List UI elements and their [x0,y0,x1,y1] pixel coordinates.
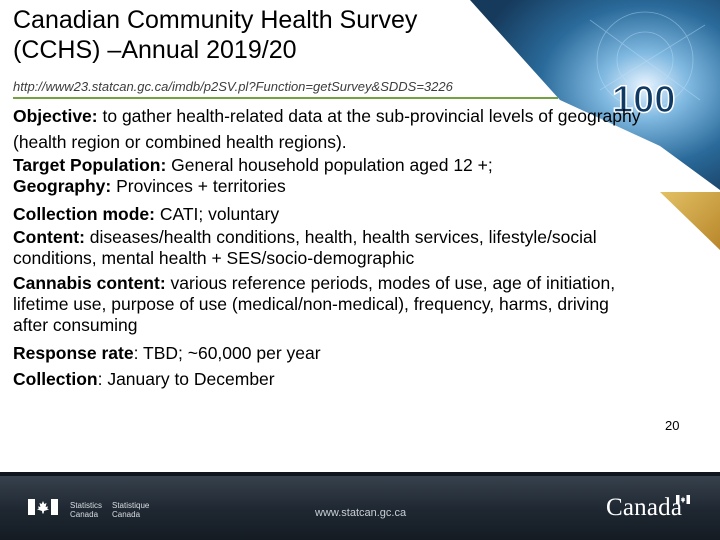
geography-text: Provinces + territories [111,176,286,196]
cannabis-line: Cannabis content: various reference peri… [13,273,643,336]
target-population-label: Target Population: [13,155,167,175]
canada-flag-icon [28,499,58,515]
wordmark-flag-icon [676,495,690,504]
slide-title: Canadian Community Health Survey (CCHS) … [13,5,483,65]
content-label: Content: [13,227,85,247]
badge-100: 100 [612,79,675,121]
collection-line: Collection: January to December [13,366,643,392]
website-link[interactable]: www.statcan.gc.ca [315,507,407,519]
statistics-canada-en: Statistics Canada [70,501,102,519]
geography-label: Geography: [13,176,112,196]
cannabis-label: Cannabis content: [13,273,166,293]
slide-body: Objective: to gather health-related data… [13,103,643,392]
objective-line: Objective: to gather health-related data… [13,103,643,155]
collection-mode-line: Collection mode: CATI; voluntary [13,201,643,227]
objective-text: to gather health-related data at the sub… [13,106,641,152]
gold-accent-shape [660,192,720,250]
collection-mode-label: Collection mode: [13,204,155,224]
collection-mode-text: CATI; voluntary [154,204,280,224]
target-population-line: Target Population: General household pop… [13,155,643,197]
statistique-word: Statistique [112,501,150,510]
footer-top-strip [0,472,720,476]
response-rate-text: : TBD; ~60,000 per year [133,343,321,363]
content-text: diseases/health conditions, health, heal… [13,227,597,268]
blue-globe-shape [470,0,720,190]
cannabis-text: various reference periods, modes of use,… [13,273,616,335]
collection-label: Collection [13,369,98,389]
objective-label: Objective: [13,106,98,126]
title-line-2: (CCHS) –Annual 2019/20 [13,36,297,64]
statistique-canada-fr: Statistique Canada [112,501,149,519]
response-rate-line: Response rate: TBD; ~60,000 per year [13,340,643,366]
title-line-1: Canadian Community Health Survey [13,6,418,34]
target-population-text: General household population aged 12 +; [166,155,493,175]
canada-word-en: Canada [70,510,99,519]
collection-text: : January to December [97,369,275,389]
survey-url-link[interactable]: http://www23.statcan.gc.ca/imdb/p2SV.pl?… [13,78,558,99]
canada-wordmark: Canada [606,494,683,521]
response-rate-label: Response rate [13,343,134,363]
content-line: Content: diseases/health conditions, hea… [13,227,643,269]
page-number: 20 [665,418,680,433]
footer-bar: Statistics Canada Statistique Canada www… [0,472,720,540]
canada-word-fr: Canada [112,510,141,519]
statistics-word: Statistics [70,501,103,510]
